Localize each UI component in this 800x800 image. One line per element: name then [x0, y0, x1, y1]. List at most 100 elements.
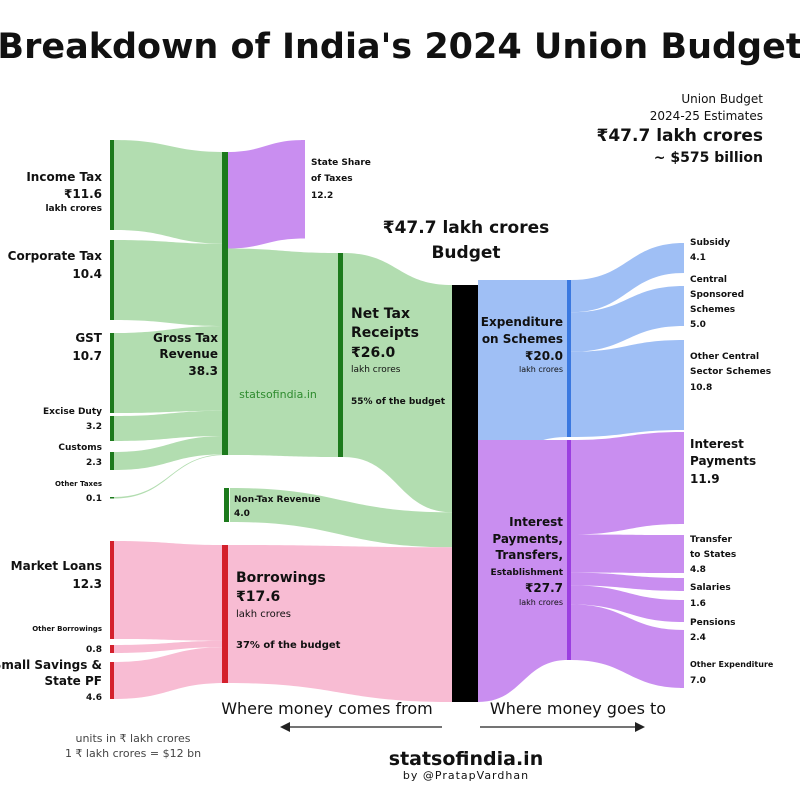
link-borrowings-budget [226, 545, 452, 702]
link-small-savings-state-pf [114, 647, 226, 699]
gross-tax-label-2: Revenue [159, 347, 218, 361]
interest-label: Interest [690, 437, 744, 451]
transfer-states-label-2: to States [690, 550, 736, 560]
corporate-tax-value: 10.4 [72, 267, 102, 281]
node-salaries [680, 578, 684, 591]
node-subsidy [680, 243, 684, 273]
node-other-expenditure [680, 630, 684, 688]
units-note-2: 1 ₹ lakh crores = $12 bn [65, 747, 201, 760]
gross-tax-value: 38.3 [188, 364, 218, 378]
node-income-tax [110, 140, 114, 230]
schemes-value: ₹20.0 [525, 349, 563, 363]
small-savings-label-2: State PF [44, 674, 102, 688]
arrow-right-icon [480, 722, 645, 732]
state-share-label: State Share [311, 158, 371, 168]
interest-value: 11.9 [690, 472, 720, 486]
node-small-savings-state-pf [110, 662, 114, 699]
market-loans-label: Market Loans [11, 559, 102, 573]
other-central-label: Other Central [690, 352, 759, 362]
link-market-loans [114, 541, 226, 641]
brand-site: statsofindia.in [389, 748, 543, 770]
schemes-label: Expenditure [481, 315, 563, 329]
summary-block: Union Budget 2024-25 Estimates ₹47.7 lak… [597, 92, 764, 166]
other-exp-value: ₹27.7 [525, 581, 563, 595]
block-other-exp [478, 440, 568, 660]
arrow-left-icon [280, 722, 442, 732]
link-net-tax-budget [343, 253, 452, 513]
salaries-value: 1.6 [690, 599, 706, 609]
link-other-central-sector-schemes [571, 340, 684, 437]
income-tax-unit: lakh crores [45, 204, 102, 214]
link-transfer-to-states [571, 534, 684, 573]
link-interest-payments [571, 432, 684, 535]
caption-left: Where money comes from [221, 699, 433, 718]
other-exp-unit: lakh crores [519, 598, 563, 607]
node-borrowings [222, 545, 228, 683]
link-other-borrowings [114, 640, 226, 653]
other-exp-label-2: Payments, [492, 532, 563, 546]
borrowings-share: 37% of the budget [236, 640, 341, 651]
link-subsidy [571, 243, 684, 313]
link-net-tax [226, 248, 340, 457]
gst-label: GST [75, 331, 102, 345]
node-pensions [680, 600, 684, 622]
node-gst [110, 333, 114, 413]
customs-value: 2.3 [86, 458, 102, 468]
node-other-expenditure-group [567, 440, 571, 660]
units-note: units in ₹ lakh crores [75, 732, 190, 745]
node-transfer-to-states [680, 535, 684, 573]
other-taxes-label: Other Taxes [55, 480, 102, 488]
link-customs [114, 436, 226, 470]
excise-value: 3.2 [86, 422, 102, 432]
gross-tax-label: Gross Tax [153, 331, 218, 345]
net-tax-label: Net Tax [351, 306, 410, 322]
node-interest-payments [680, 432, 684, 524]
link-state-share [226, 140, 305, 249]
other-expenditure-value: 7.0 [690, 676, 706, 686]
small-savings-value: 4.6 [86, 693, 102, 703]
link-corporate-tax [114, 240, 226, 327]
income-tax-value: ₹11.6 [64, 187, 102, 201]
net-tax-unit: lakh crores [351, 365, 401, 375]
node-central-sponsored-schemes [680, 286, 684, 326]
link-income-tax [114, 140, 226, 244]
salaries-label: Salaries [690, 583, 731, 593]
small-savings-label: Small Savings & [0, 658, 102, 672]
node-gross-tax-revenue [222, 152, 228, 455]
subsidy-label: Subsidy [690, 238, 730, 248]
node-non-tax-revenue [224, 488, 229, 522]
other-central-value: 10.8 [690, 383, 712, 393]
other-expenditure-label: Other Expenditure [690, 660, 774, 669]
link-other-expenditure [571, 604, 684, 688]
node-expenditure-on-schemes [567, 280, 571, 437]
watermark: statsofindia.in [239, 388, 317, 401]
excise-label: Excise Duty [43, 407, 102, 417]
other-exp-label-4: Establishment [491, 568, 564, 578]
summary-line1: Union Budget [681, 92, 763, 106]
summary-line2: 2024-25 Estimates [650, 109, 763, 123]
central-sponsored-label-2: Sponsored [690, 290, 744, 300]
link-salaries [571, 572, 684, 591]
node-budget [452, 285, 478, 702]
destination-labels: Subsidy 4.1 Central Sponsored Schemes 5.… [690, 238, 774, 686]
non-tax-value: 4.0 [234, 509, 250, 519]
source-labels: Income Tax ₹11.6 lakh crores Corporate T… [0, 170, 103, 703]
node-excise-duty [110, 416, 114, 441]
transfer-states-value: 4.8 [690, 565, 706, 575]
brand-byline: by @PratapVardhan [403, 769, 529, 782]
corporate-tax-label: Corporate Tax [8, 249, 103, 263]
transfer-states-label: Transfer [690, 535, 732, 545]
budget-total-label: ₹47.7 lakh crores [383, 218, 550, 238]
state-share-label-2: of Taxes [311, 174, 353, 184]
other-borrowings-value: 0.8 [86, 645, 102, 655]
gst-value: 10.7 [72, 349, 102, 363]
market-loans-value: 12.3 [72, 577, 102, 591]
node-other-taxes [110, 497, 114, 499]
non-tax-label: Non-Tax Revenue [234, 495, 320, 505]
schemes-unit: lakh crores [519, 365, 563, 374]
budget-label: Budget [431, 243, 500, 263]
node-customs [110, 452, 114, 470]
summary-usd: ~ $575 billion [654, 150, 763, 166]
pensions-value: 2.4 [690, 633, 706, 643]
